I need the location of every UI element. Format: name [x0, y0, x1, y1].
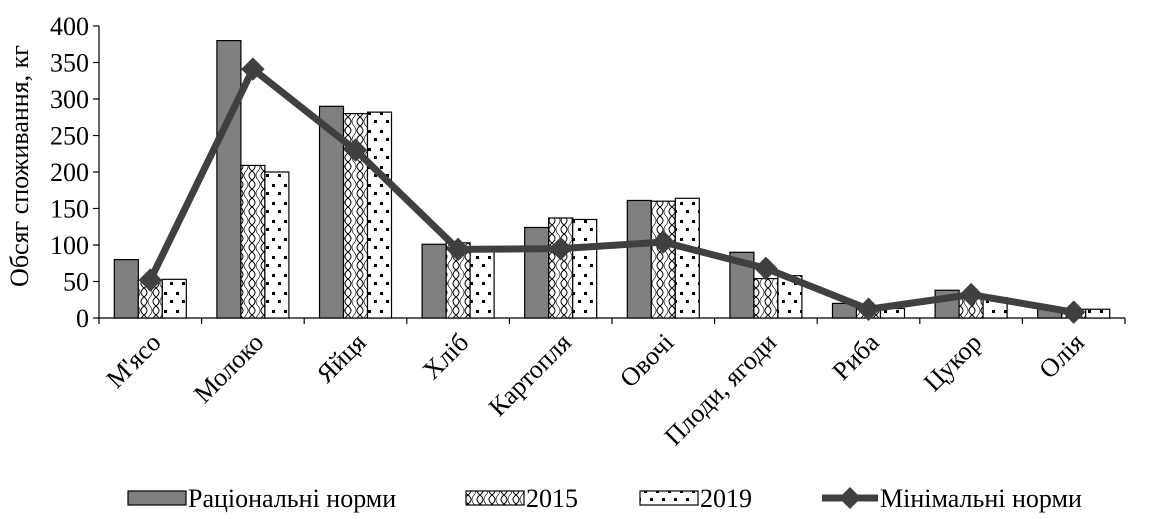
minimal-norms-point-5: [651, 230, 676, 254]
legend-swatch: [639, 490, 699, 506]
minimal-norms-point-2: [343, 138, 368, 162]
bar-2019-9: [1085, 308, 1111, 319]
x-tick-label-4: Картопля: [483, 328, 577, 422]
x-tick-label-5: Овочі: [614, 328, 679, 393]
y-tick-label: 100: [50, 231, 89, 260]
bar-2019-0: [161, 278, 187, 319]
minimal-norms-point-3: [446, 237, 470, 262]
minimal-norms-point-0: [138, 268, 163, 292]
legend: Раціональні норми 2015 2019 Мінімальні норм…: [127, 484, 1082, 513]
legend-label: Мінімальні норми: [880, 484, 1082, 513]
legend-swatch: [465, 490, 525, 506]
y-tick-label: 0: [76, 304, 89, 333]
x-tick-label-0: М'ясо: [101, 328, 167, 394]
bar-2015-6: [753, 277, 779, 319]
bar-2019-5: [674, 197, 700, 319]
legend-label: 2015: [526, 484, 578, 513]
legend-item-1: 2015: [465, 484, 578, 513]
y-tick-label: 400: [50, 12, 89, 41]
legend-swatch: [127, 490, 187, 506]
bar-rational-0: [113, 259, 139, 319]
minimal-norms-point-9: [1061, 300, 1086, 324]
bar-2019-4: [572, 218, 598, 319]
bar-2019-3: [469, 248, 495, 319]
legend-item-3: Мінімальні норми: [822, 484, 1082, 513]
minimal-norms-point-7: [856, 297, 881, 321]
minimal-norms-point-1: [241, 57, 265, 81]
y-tick-label: 150: [50, 195, 89, 224]
minimal-norms-point-6: [754, 256, 778, 281]
bar-rational-1: [216, 39, 242, 319]
bar-rational-5: [626, 199, 652, 319]
bar-2015-5: [650, 200, 676, 319]
y-axis-label: Обсяг споживання, кг: [5, 45, 34, 287]
bar-2019-2: [366, 111, 393, 319]
x-tick-label-7: Риба: [827, 327, 885, 385]
bar-rational-3: [421, 243, 447, 319]
bar-rational-4: [524, 226, 550, 319]
bars: [113, 39, 1111, 319]
legend-label: 2019: [700, 484, 752, 513]
y-tick-label: 350: [50, 49, 89, 78]
bar-2019-1: [264, 171, 290, 319]
minimal-norms-point-8: [959, 282, 983, 307]
legend-label: Раціональні норми: [188, 484, 396, 513]
bar-2015-1: [240, 164, 266, 319]
y-tick-label: 50: [63, 268, 89, 297]
x-tick-label-9: Олія: [1033, 328, 1090, 385]
minimal-norms-line: [138, 57, 1086, 324]
y-tick-label: 200: [50, 158, 89, 187]
x-tick-label-8: Цукор: [918, 328, 987, 397]
legend-diamond-icon: [839, 487, 861, 509]
minimal-norms-point-4: [548, 236, 573, 261]
x-tick-label-3: Хліб: [417, 328, 474, 385]
legend-item-0: Раціональні норми: [127, 484, 396, 513]
y-tick-label: 300: [50, 85, 89, 114]
minimal-norms-polyline: [147, 65, 1075, 316]
y-tick-label: 250: [50, 122, 89, 151]
bar-2015-4: [548, 217, 574, 319]
x-tick-label-1: Молоко: [188, 328, 269, 409]
x-tick-label-2: Яйця: [311, 328, 372, 389]
axes: 0 50 100 150 200 250 300 350 400: [50, 12, 1126, 333]
legend-item-2: 2019: [639, 484, 752, 513]
